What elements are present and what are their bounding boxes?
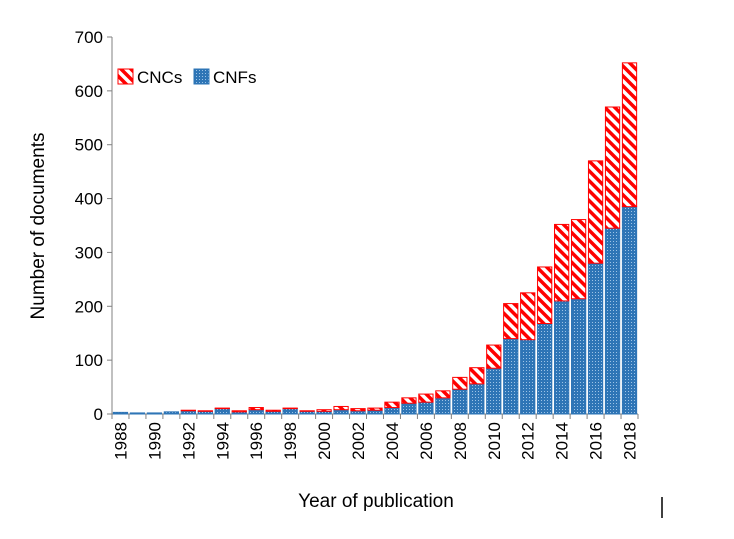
bar-cncs-2007 [435, 390, 451, 399]
x-tick-label: 1990 [145, 422, 164, 460]
bar-cnfs-2005 [401, 402, 417, 415]
bar-cncs-2009 [469, 367, 485, 385]
y-tick-label: 100 [75, 351, 103, 370]
bar-cnfs-1991 [163, 411, 180, 415]
x-tick-label: 2002 [349, 422, 368, 460]
bar-cnfs-2004 [384, 407, 400, 415]
x-tick-label: 2004 [383, 422, 402, 460]
y-axis: 0 100 200 300 400 500 600 700 [75, 28, 113, 424]
bar-cncs-2004 [384, 401, 400, 409]
bar-cncs-1996 [248, 407, 264, 411]
y-tick-label: 600 [75, 82, 103, 101]
bar-cnfs-2015 [570, 298, 587, 415]
x-axis: 1988 1990 1992 1994 1996 1998 2000 2002 2004 2006… [111, 413, 640, 460]
y-tick-label: 400 [75, 190, 103, 209]
bar-cnfs-2012 [520, 339, 536, 415]
bar-cnfs-2011 [503, 338, 519, 415]
bar-cncs-2005 [401, 397, 417, 404]
legend-swatch-cncs [117, 68, 134, 85]
bar-cncs-2008 [452, 376, 468, 390]
bar-cncs-2002 [350, 408, 366, 412]
bar-cncs-2014 [554, 223, 570, 302]
bar-cncs-1998 [282, 407, 298, 410]
bar-cncs-1993 [197, 410, 213, 412]
x-tick-label: 2016 [587, 422, 606, 460]
bar-cnfs-1990 [146, 412, 163, 415]
y-tick-label: 0 [94, 405, 103, 424]
bar-cncs-2017 [604, 106, 621, 229]
x-tick-label: 2012 [519, 422, 538, 460]
y-axis-title: Number of documents [28, 133, 49, 320]
x-tick-label: 1996 [247, 422, 266, 460]
x-tick-label: 2006 [417, 422, 436, 460]
bar-cncs-2015 [570, 219, 587, 300]
bar-cnfs-2001 [333, 409, 349, 415]
bars [112, 62, 638, 415]
bar-cncs-2013 [537, 266, 553, 325]
bar-cncs-1995 [231, 410, 247, 413]
x-axis-title: Year of publication [298, 491, 454, 512]
y-tick-label: 200 [75, 297, 103, 316]
bar-cnfs-2008 [452, 388, 468, 415]
bar-cnfs-1989 [129, 412, 146, 415]
bar-cncs-2018 [621, 62, 638, 208]
bar-cnfs-1996 [248, 409, 264, 415]
x-tick-label: 2000 [315, 422, 334, 460]
bar-cnfs-2017 [604, 227, 621, 415]
legend-swatch-cnfs [193, 68, 210, 85]
bar-cnfs-2003 [367, 409, 383, 415]
bar-cnfs-2018 [621, 206, 638, 415]
bar-cncs-2003 [367, 407, 383, 411]
bar-cncs-1997 [265, 409, 281, 412]
bar-cnfs-1998 [282, 408, 298, 415]
legend-label-cncs: CNCs [137, 68, 182, 87]
bar-cncs-2012 [520, 292, 536, 341]
bar-cnfs-1988 [112, 411, 129, 415]
bar-cnfs-1994 [214, 408, 230, 415]
bar-cncs-1994 [214, 407, 230, 410]
bar-cnfs-2009 [469, 383, 485, 415]
bar-cncs-2011 [503, 303, 519, 340]
bar-cncs-2006 [418, 393, 434, 403]
bar-cnfs-2007 [435, 397, 451, 415]
x-tick-label: 2008 [451, 422, 470, 460]
bar-cnfs-2016 [587, 262, 604, 415]
bar-cncs-2001 [333, 405, 349, 411]
x-tick-label: 2010 [485, 422, 504, 460]
bar-cnfs-2010 [486, 367, 502, 415]
x-tick-label: 1994 [213, 422, 232, 460]
y-tick-label: 300 [75, 243, 103, 262]
x-tick-label: 2014 [553, 422, 572, 460]
bar-cncs-2016 [587, 160, 604, 264]
x-tick-label: 2018 [621, 422, 640, 460]
bar-cncs-1999 [299, 410, 315, 412]
bar-cncs-1992 [180, 409, 196, 412]
bar-cncs-2010 [486, 344, 502, 369]
bar-cnfs-2006 [418, 401, 434, 415]
x-tick-label: 1988 [111, 422, 130, 460]
legend-label-cnfs: CNFs [213, 68, 256, 87]
y-tick-label: 700 [75, 28, 103, 47]
legend: CNCs CNFs [117, 68, 256, 87]
x-tick-label: 1998 [281, 422, 300, 460]
bar-cnfs-2013 [537, 323, 553, 415]
y-tick-label: 500 [75, 136, 103, 155]
x-tick-label: 1992 [179, 422, 198, 460]
bar-cnfs-2014 [554, 300, 570, 415]
bar-cncs-2000 [316, 409, 332, 412]
